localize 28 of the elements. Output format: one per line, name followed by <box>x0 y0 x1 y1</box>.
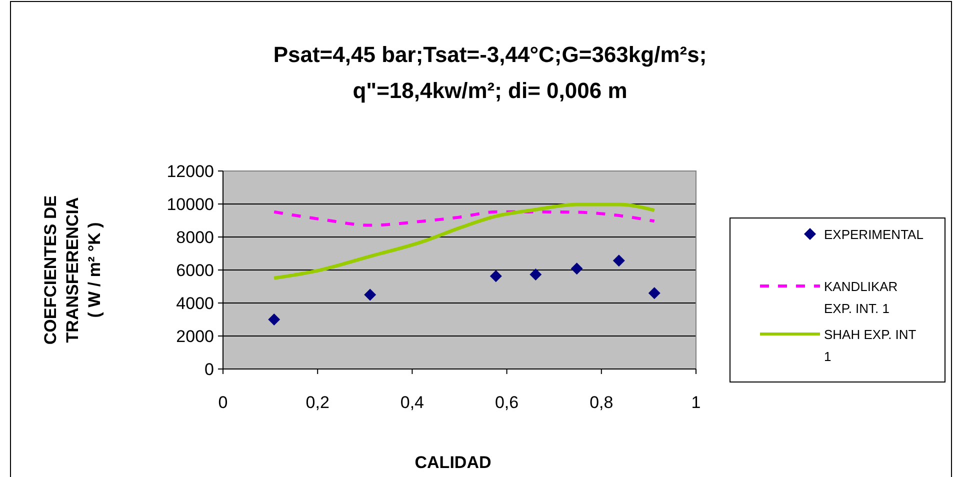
y-tick-label: 6000 <box>176 261 214 280</box>
point <box>612 254 625 267</box>
point <box>648 287 660 300</box>
x-tick-label: 0,2 <box>306 393 330 412</box>
point <box>490 270 502 282</box>
x-axis-title: CALIDAD <box>414 453 492 472</box>
legend-label: KANDLIKAR EXP. INT. 1 <box>824 279 898 316</box>
y-tick-label: 10000 <box>166 195 214 214</box>
x-tick-label: 0,8 <box>590 393 614 412</box>
point <box>570 262 583 275</box>
x-tick-label: 0,6 <box>494 393 519 412</box>
point <box>530 268 542 280</box>
y-axis-title: COEFCIENTES DE TRANSFERENCIA ( W / m² °K ) <box>41 195 104 345</box>
line-series <box>272 210 656 227</box>
chart-title: Psat=4,45 bar;Tsat=-3,44°C;G=363kg/m²s; q"=18,4kw/m²; di= 0,006 m <box>273 42 707 103</box>
y-tick-label: 12000 <box>166 162 214 181</box>
legend-label: EXPERIMENTAL <box>824 227 924 242</box>
line-series <box>272 202 656 280</box>
x-tick-label: 0,4 <box>400 393 424 412</box>
y-tick-label: 8000 <box>176 228 214 247</box>
x-tick-label: 0 <box>218 393 228 412</box>
point <box>268 314 280 326</box>
point <box>364 288 376 301</box>
y-tick-label: 2000 <box>176 327 214 346</box>
y-tick-label: 0 <box>204 360 214 379</box>
y-tick-label: 4000 <box>176 294 214 313</box>
x-tick-label: 1 <box>691 393 701 412</box>
legend-label: SHAH EXP. INT 1 <box>824 327 916 364</box>
